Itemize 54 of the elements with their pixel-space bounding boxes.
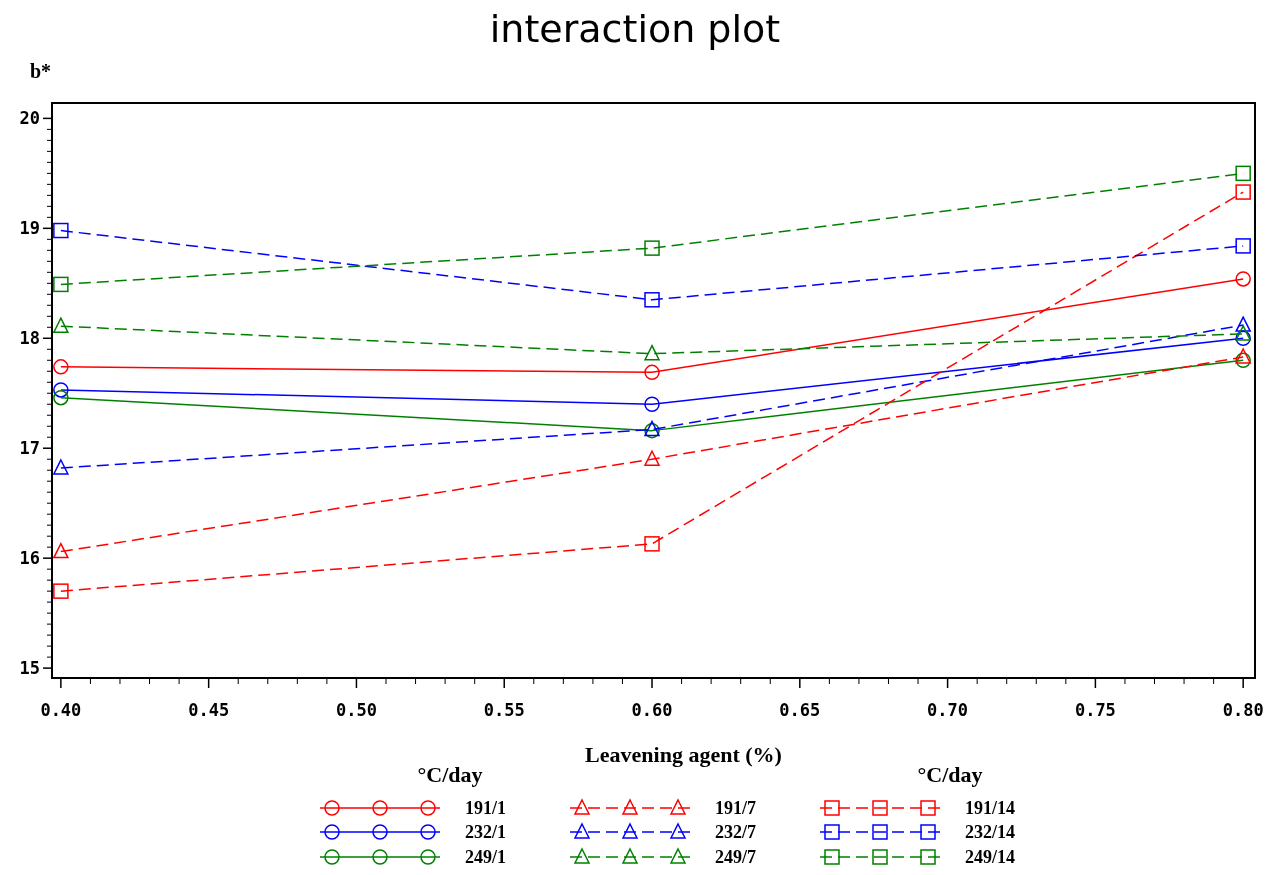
legend-label: 191/1 (465, 798, 507, 818)
point (1235, 330, 1251, 347)
point (53, 583, 69, 599)
point (1235, 348, 1251, 364)
point (53, 222, 69, 239)
point (53, 389, 69, 406)
y-tick-label: 20 (19, 108, 40, 129)
x-tick-label: 0.70 (927, 700, 969, 720)
point (644, 364, 660, 381)
x-tick-label: 0.50 (335, 700, 377, 720)
point (1235, 352, 1251, 369)
y-tick-label: 18 (19, 328, 40, 349)
point (1235, 271, 1251, 287)
legend-title: °C/day (417, 762, 483, 787)
point (53, 359, 69, 375)
legend-label: 191/14 (965, 798, 1016, 818)
point (53, 382, 69, 398)
legend-label: 249/14 (965, 847, 1016, 867)
x-tick-label: 0.80 (1222, 700, 1264, 720)
point (1235, 165, 1251, 182)
point (1235, 238, 1251, 254)
point (644, 450, 660, 466)
legend-label: 232/7 (715, 822, 757, 842)
x-tick-label: 0.65 (779, 700, 821, 720)
y-tick-label: 15 (19, 658, 40, 679)
x-tick-label: 0.55 (483, 700, 525, 720)
y-tick-label: 19 (19, 218, 40, 239)
chart-title: interaction plot (489, 7, 781, 51)
y-tick-label: 17 (19, 438, 40, 459)
point (644, 536, 660, 552)
y-tick-label: 16 (19, 548, 40, 569)
x-tick-label: 0.45 (188, 700, 230, 720)
y-axis-title: b* (30, 60, 52, 82)
x-axis-title: Leavening agent (%) (585, 742, 782, 767)
text: °C/day (917, 762, 983, 787)
legend-label: 232/1 (465, 822, 507, 842)
point (644, 240, 660, 256)
point (53, 317, 69, 333)
point (644, 344, 660, 361)
legend-label: 249/7 (715, 847, 757, 867)
point (53, 542, 69, 559)
point (53, 459, 69, 475)
point (644, 292, 660, 308)
legend-label: 232/14 (965, 822, 1016, 842)
point (1235, 325, 1251, 341)
x-tick-label: 0.75 (1074, 700, 1116, 720)
x-tick-label: 0.40 (40, 700, 82, 720)
point (1235, 316, 1251, 332)
legend-label: 191/7 (715, 798, 757, 818)
x-tick-label: 0.60 (631, 700, 673, 720)
point (1235, 184, 1251, 200)
point (53, 276, 69, 293)
legend-label: 249/1 (465, 847, 507, 867)
point (644, 396, 660, 412)
